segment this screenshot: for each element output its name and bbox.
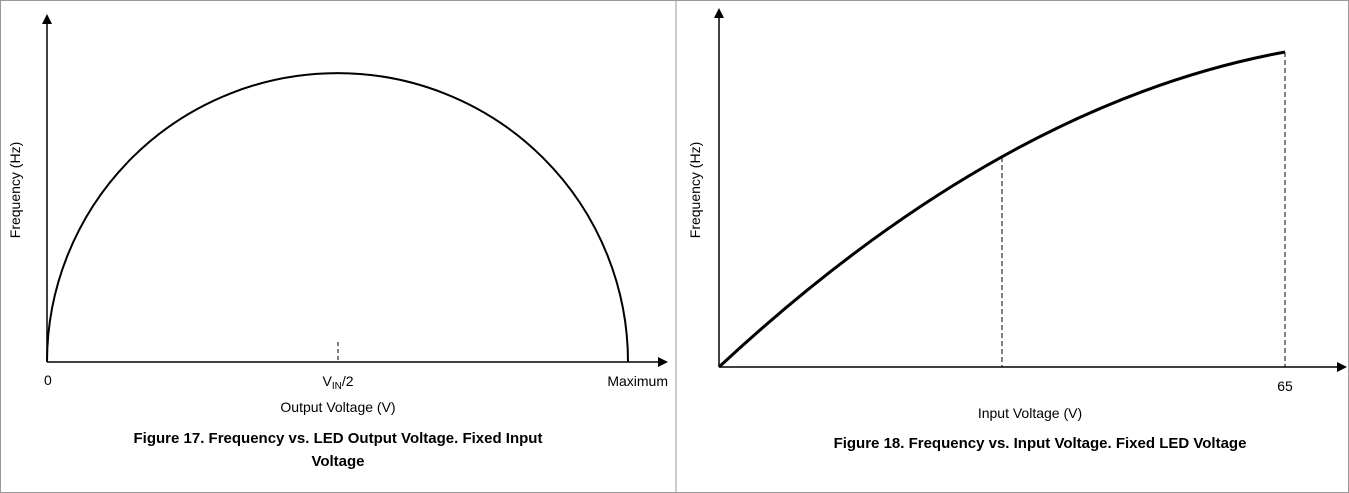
x-axis-label: Input Voltage (V) [978,405,1082,421]
x-axis-label: Output Voltage (V) [280,399,395,415]
x-end-label: Maximum [607,373,668,389]
figure-18: Frequency (Hz) 65 Input Voltage (V) Figu… [687,8,1347,452]
x-start-label: 0 [44,372,52,388]
x-end-label: 65 [1277,378,1293,394]
figure-17: Frequency (Hz) 0 VIN/2 Maximum Output Vo… [7,14,668,470]
curve [46,72,629,363]
x-mid-label: VIN/2 [322,373,353,392]
caption-line: Voltage [311,453,364,470]
label-suffix: /2 [342,373,354,389]
caption-line: Figure 18. Frequency vs. Input Voltage. … [834,435,1247,452]
label-main: V [322,373,332,389]
y-axis-label: Frequency (Hz) [7,142,23,238]
curve [717,50,1286,369]
caption-line: Figure 17. Frequency vs. LED Output Volt… [134,430,543,447]
label-subscript: IN [332,381,342,392]
y-axis-label: Frequency (Hz) [687,142,703,238]
